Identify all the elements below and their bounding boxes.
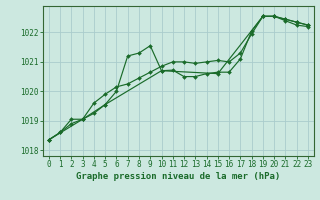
X-axis label: Graphe pression niveau de la mer (hPa): Graphe pression niveau de la mer (hPa) bbox=[76, 172, 281, 181]
